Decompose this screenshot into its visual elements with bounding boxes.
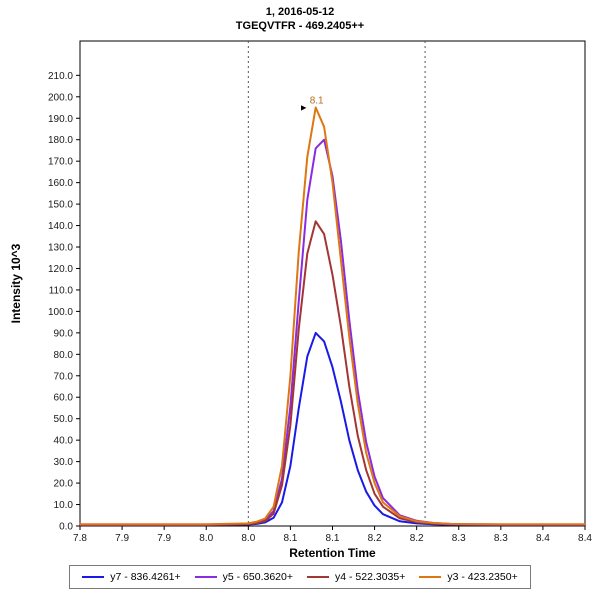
y-tick-label: 140.0 <box>48 221 73 232</box>
y-tick-label: 100.0 <box>48 307 73 318</box>
peak-annotation-arrow-icon: ► <box>299 103 308 113</box>
y-tick-label: 150.0 <box>48 200 73 211</box>
y-tick-label: 200.0 <box>48 92 73 103</box>
x-tick-label: 8.3 <box>452 533 466 544</box>
y-tick-label: 90.0 <box>54 328 74 339</box>
plot-frame <box>79 40 586 527</box>
y-tick-label: 50.0 <box>54 414 74 425</box>
x-tick-label: 8.2 <box>410 533 424 544</box>
y-axis-label: Intensity 10^3 <box>9 243 23 323</box>
chart-header: 1, 2016-05-12 TGEQVTFR - 469.2405++ <box>0 0 600 33</box>
y-tick-label: 30.0 <box>54 457 74 468</box>
x-tick-label: 7.9 <box>157 533 171 544</box>
legend-swatch-icon <box>82 575 105 579</box>
x-axis-label: Retention Time <box>289 546 376 560</box>
legend-label: y3 - 423.2350+ <box>447 571 518 583</box>
y-tick-label: 170.0 <box>48 157 73 168</box>
x-tick-label: 8.1 <box>326 533 340 544</box>
legend-swatch-icon <box>307 575 329 579</box>
legend-label: y7 - 836.4261+ <box>110 571 181 583</box>
x-tick-label: 8.4 <box>578 533 592 544</box>
legend-label: y4 - 522.3035+ <box>335 571 406 583</box>
peak-annotation-label[interactable]: 8.1 <box>310 96 324 107</box>
x-tick-label: 7.8 <box>73 533 87 544</box>
chart-title: 1, 2016-05-12 <box>265 6 335 18</box>
x-tick-label: 8.1 <box>283 533 297 544</box>
legend-item: y4 - 522.3035+ <box>307 571 405 583</box>
plot-area[interactable]: 0.0 10.0 20.0 30.0 40.0 50.0 60.0 70.0 80.0 90.0 1… <box>0 33 600 561</box>
legend-item: y5 - 650.3620+ <box>194 571 293 583</box>
y-tick-label: 70.0 <box>54 371 74 382</box>
y-tick-label: 130.0 <box>48 243 73 254</box>
series-line-y3 <box>79 106 586 526</box>
y-tick-label: 190.0 <box>48 114 73 125</box>
y-tick-label: 160.0 <box>48 178 73 189</box>
y-tick-label: 10.0 <box>54 500 74 511</box>
x-tick-label: 8.0 <box>199 533 213 544</box>
legend: y7 - 836.4261+ y5 - 650.3620+ y4 - 522.303… <box>0 565 600 589</box>
legend-box: y7 - 836.4261+ y5 - 650.3620+ y4 - 522.303… <box>69 565 531 589</box>
legend-item: y3 - 423.2350+ <box>419 571 518 583</box>
y-tick-label: 20.0 <box>54 479 74 490</box>
y-tick-label: 40.0 <box>54 436 74 447</box>
x-tick-label: 8.3 <box>494 533 508 544</box>
x-tick-label: 7.9 <box>115 533 129 544</box>
legend-label: y5 - 650.3620+ <box>222 571 293 583</box>
y-tick-label: 60.0 <box>54 393 74 404</box>
x-tick-label: 8.2 <box>368 533 382 544</box>
legend-swatch-icon <box>419 575 442 579</box>
y-tick-label: 180.0 <box>48 135 73 146</box>
chart-subtitle: TGEQVTFR - 469.2405++ <box>235 20 365 32</box>
y-tick-label: 0.0 <box>59 522 73 533</box>
y-tick-label: 110.0 <box>49 285 74 296</box>
legend-swatch-icon <box>194 575 217 579</box>
legend-item: y7 - 836.4261+ <box>82 571 181 583</box>
y-tick-label: 120.0 <box>48 264 73 275</box>
x-tick-label: 8.0 <box>241 533 255 544</box>
x-tick-label: 8.4 <box>536 533 550 544</box>
y-tick-label: 80.0 <box>54 350 74 361</box>
y-tick-label: 210.0 <box>48 71 73 82</box>
